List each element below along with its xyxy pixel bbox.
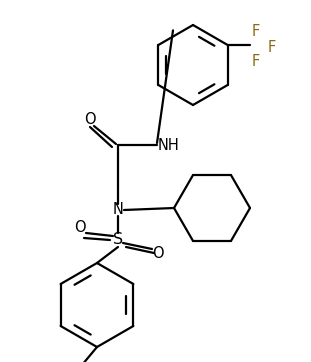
Text: F: F	[268, 39, 276, 55]
Text: O: O	[74, 220, 86, 236]
Text: S: S	[113, 232, 123, 248]
Text: O: O	[152, 245, 164, 261]
Text: NH: NH	[158, 138, 180, 152]
Text: O: O	[84, 113, 96, 127]
Text: F: F	[252, 25, 260, 39]
Text: F: F	[252, 55, 260, 70]
Text: N: N	[113, 202, 123, 218]
